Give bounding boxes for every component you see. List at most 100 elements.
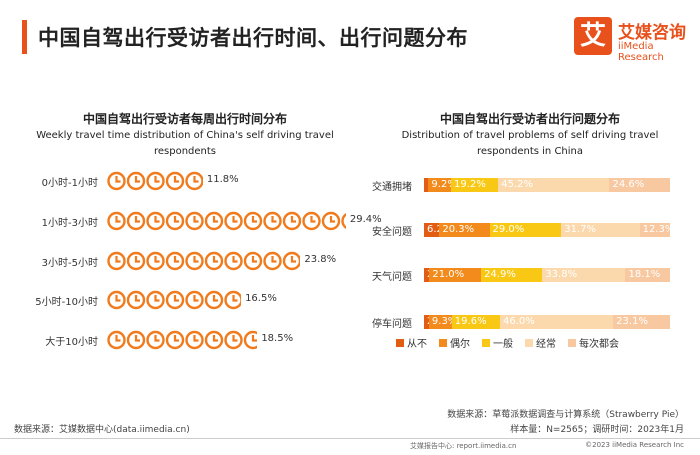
clock-icon bbox=[224, 211, 243, 231]
clock-bar bbox=[107, 211, 346, 231]
clock-icon bbox=[185, 330, 204, 350]
stacked-segment: 45.2% bbox=[498, 178, 610, 192]
brand-name-en: iiMedia Research bbox=[618, 41, 664, 63]
stacked-segment: 19.6% bbox=[451, 315, 500, 329]
right-category-label: 天气问题 bbox=[372, 272, 412, 283]
stacked-segment: 9.3% bbox=[428, 315, 457, 329]
stacked-segment: 18.1% bbox=[625, 268, 670, 282]
clock-bar bbox=[107, 330, 258, 350]
clock-icon bbox=[126, 251, 146, 271]
chart-legend: 从不 偶尔 一般 经常 每次都会 bbox=[396, 335, 619, 350]
clock-bar bbox=[107, 171, 203, 191]
clock-icon bbox=[282, 251, 301, 271]
legend-swatch bbox=[396, 338, 404, 347]
clock-icon bbox=[107, 171, 126, 191]
clock-icon bbox=[107, 211, 126, 231]
clock-icon bbox=[146, 171, 165, 191]
stacked-segment: 24.6% bbox=[609, 178, 670, 192]
clock-icon bbox=[185, 171, 203, 191]
source-right-line1: 数据来源：草莓派数据调查与计算系统（Strawberry Pie） bbox=[447, 410, 684, 420]
right-category-label: 安全问题 bbox=[372, 227, 412, 238]
legend-item: 一般 bbox=[482, 335, 513, 350]
clock-icon bbox=[302, 211, 321, 231]
left-category-label: 大于10小时 bbox=[45, 337, 98, 348]
clock-icon bbox=[321, 211, 341, 231]
clock-icon bbox=[126, 290, 146, 310]
clock-icon bbox=[146, 211, 165, 231]
clock-icon bbox=[165, 251, 185, 271]
right-chart-title: 中国自驾出行受访者出行问题分布 bbox=[439, 112, 620, 126]
clock-icon bbox=[204, 330, 224, 350]
stacked-segment: 46.0% bbox=[500, 315, 614, 329]
clock-icon bbox=[263, 251, 282, 271]
stacked-segment: 12.3% bbox=[639, 223, 674, 237]
stacked-segment: 6.2% bbox=[424, 223, 452, 237]
clock-icon bbox=[126, 211, 146, 231]
stacked-segment: 19.2% bbox=[451, 178, 499, 192]
left-value-label: 18.5% bbox=[261, 333, 294, 344]
left-value-label: 11.8% bbox=[206, 174, 239, 185]
left-chart-title: 中国自驾出行受访者每周出行时间分布 bbox=[82, 112, 287, 126]
legend-label: 每次都会 bbox=[579, 339, 619, 350]
right-chart-subtitle: Distribution of travel problems of self … bbox=[401, 130, 659, 157]
legend-label: 从不 bbox=[407, 339, 427, 350]
stacked-segment: 24.9% bbox=[481, 268, 543, 282]
stacked-segment: 9.2% bbox=[428, 178, 457, 192]
legend-item: 经常 bbox=[525, 335, 556, 350]
left-category-label: 5小时-10小时 bbox=[35, 297, 98, 308]
left-category-label: 3小时-5小时 bbox=[41, 258, 98, 269]
source-right-line2: 样本量：N=2565；调研时间：2023年1月 bbox=[510, 425, 684, 435]
clock-icon bbox=[282, 211, 302, 231]
clock-icon bbox=[107, 251, 126, 271]
left-value-label: 16.5% bbox=[245, 293, 277, 304]
clock-icon bbox=[243, 330, 258, 350]
stacked-segment: 29.0% bbox=[489, 223, 562, 237]
clock-icon bbox=[165, 171, 185, 191]
clock-icon bbox=[243, 211, 263, 231]
clock-icon bbox=[204, 211, 224, 231]
legend-label: 经常 bbox=[536, 339, 556, 350]
clock-icon bbox=[185, 290, 204, 310]
stacked-segment: 23.1% bbox=[613, 315, 670, 329]
legend-item: 每次都会 bbox=[568, 335, 619, 350]
source-left: 数据来源：艾媒数据中心(data.iimedia.cn) bbox=[14, 425, 190, 435]
right-category-label: 停车问题 bbox=[372, 319, 412, 330]
clock-icon bbox=[185, 251, 204, 271]
title-accent-bar bbox=[22, 20, 27, 54]
clock-icon bbox=[224, 330, 243, 350]
clock-icon bbox=[146, 330, 165, 350]
copyright: ©2023 iiMedia Research Inc bbox=[585, 441, 684, 449]
left-category-label: 1小时-3小时 bbox=[41, 218, 98, 229]
clock-icon bbox=[341, 213, 346, 229]
clock-icon bbox=[243, 251, 263, 271]
right-category-label: 交通拥堵 bbox=[372, 182, 412, 193]
clock-icon bbox=[185, 211, 204, 231]
clock-bar bbox=[107, 290, 242, 310]
clock-icon bbox=[165, 330, 185, 350]
clock-icon bbox=[126, 171, 146, 191]
stacked-segment: 33.8% bbox=[542, 268, 626, 282]
clock-icon bbox=[126, 330, 146, 350]
clock-icon bbox=[165, 290, 185, 310]
clock-icon bbox=[146, 251, 165, 271]
left-chart-subtitle: Weekly travel time distribution of China… bbox=[36, 130, 334, 157]
clock-icon bbox=[165, 211, 185, 231]
stacked-segment: 21.0% bbox=[429, 268, 482, 282]
brand-name-cn: 艾媒咨询 bbox=[618, 23, 686, 43]
legend-item: 从不 bbox=[396, 335, 427, 350]
clock-icon bbox=[204, 251, 224, 271]
legend-swatch bbox=[482, 338, 490, 347]
clock-icon bbox=[146, 290, 165, 310]
report-link[interactable]: 艾媒报告中心: report.iimedia.cn bbox=[410, 442, 517, 450]
legend-swatch bbox=[525, 338, 533, 347]
brand-logo-icon: 艾 bbox=[574, 17, 612, 55]
stacked-segment: 31.7% bbox=[561, 223, 640, 237]
legend-item: 偶尔 bbox=[439, 335, 470, 350]
left-value-label: 29.4% bbox=[349, 214, 382, 225]
legend-swatch bbox=[439, 338, 447, 347]
clock-icon bbox=[204, 290, 224, 310]
clock-icon bbox=[224, 251, 243, 271]
page-title: 中国自驾出行受访者出行时间、出行问题分布 bbox=[38, 26, 468, 50]
source-right: 数据来源：草莓派数据调查与计算系统（Strawberry Pie） 样本量：N=… bbox=[447, 408, 684, 438]
clock-icon bbox=[263, 211, 282, 231]
